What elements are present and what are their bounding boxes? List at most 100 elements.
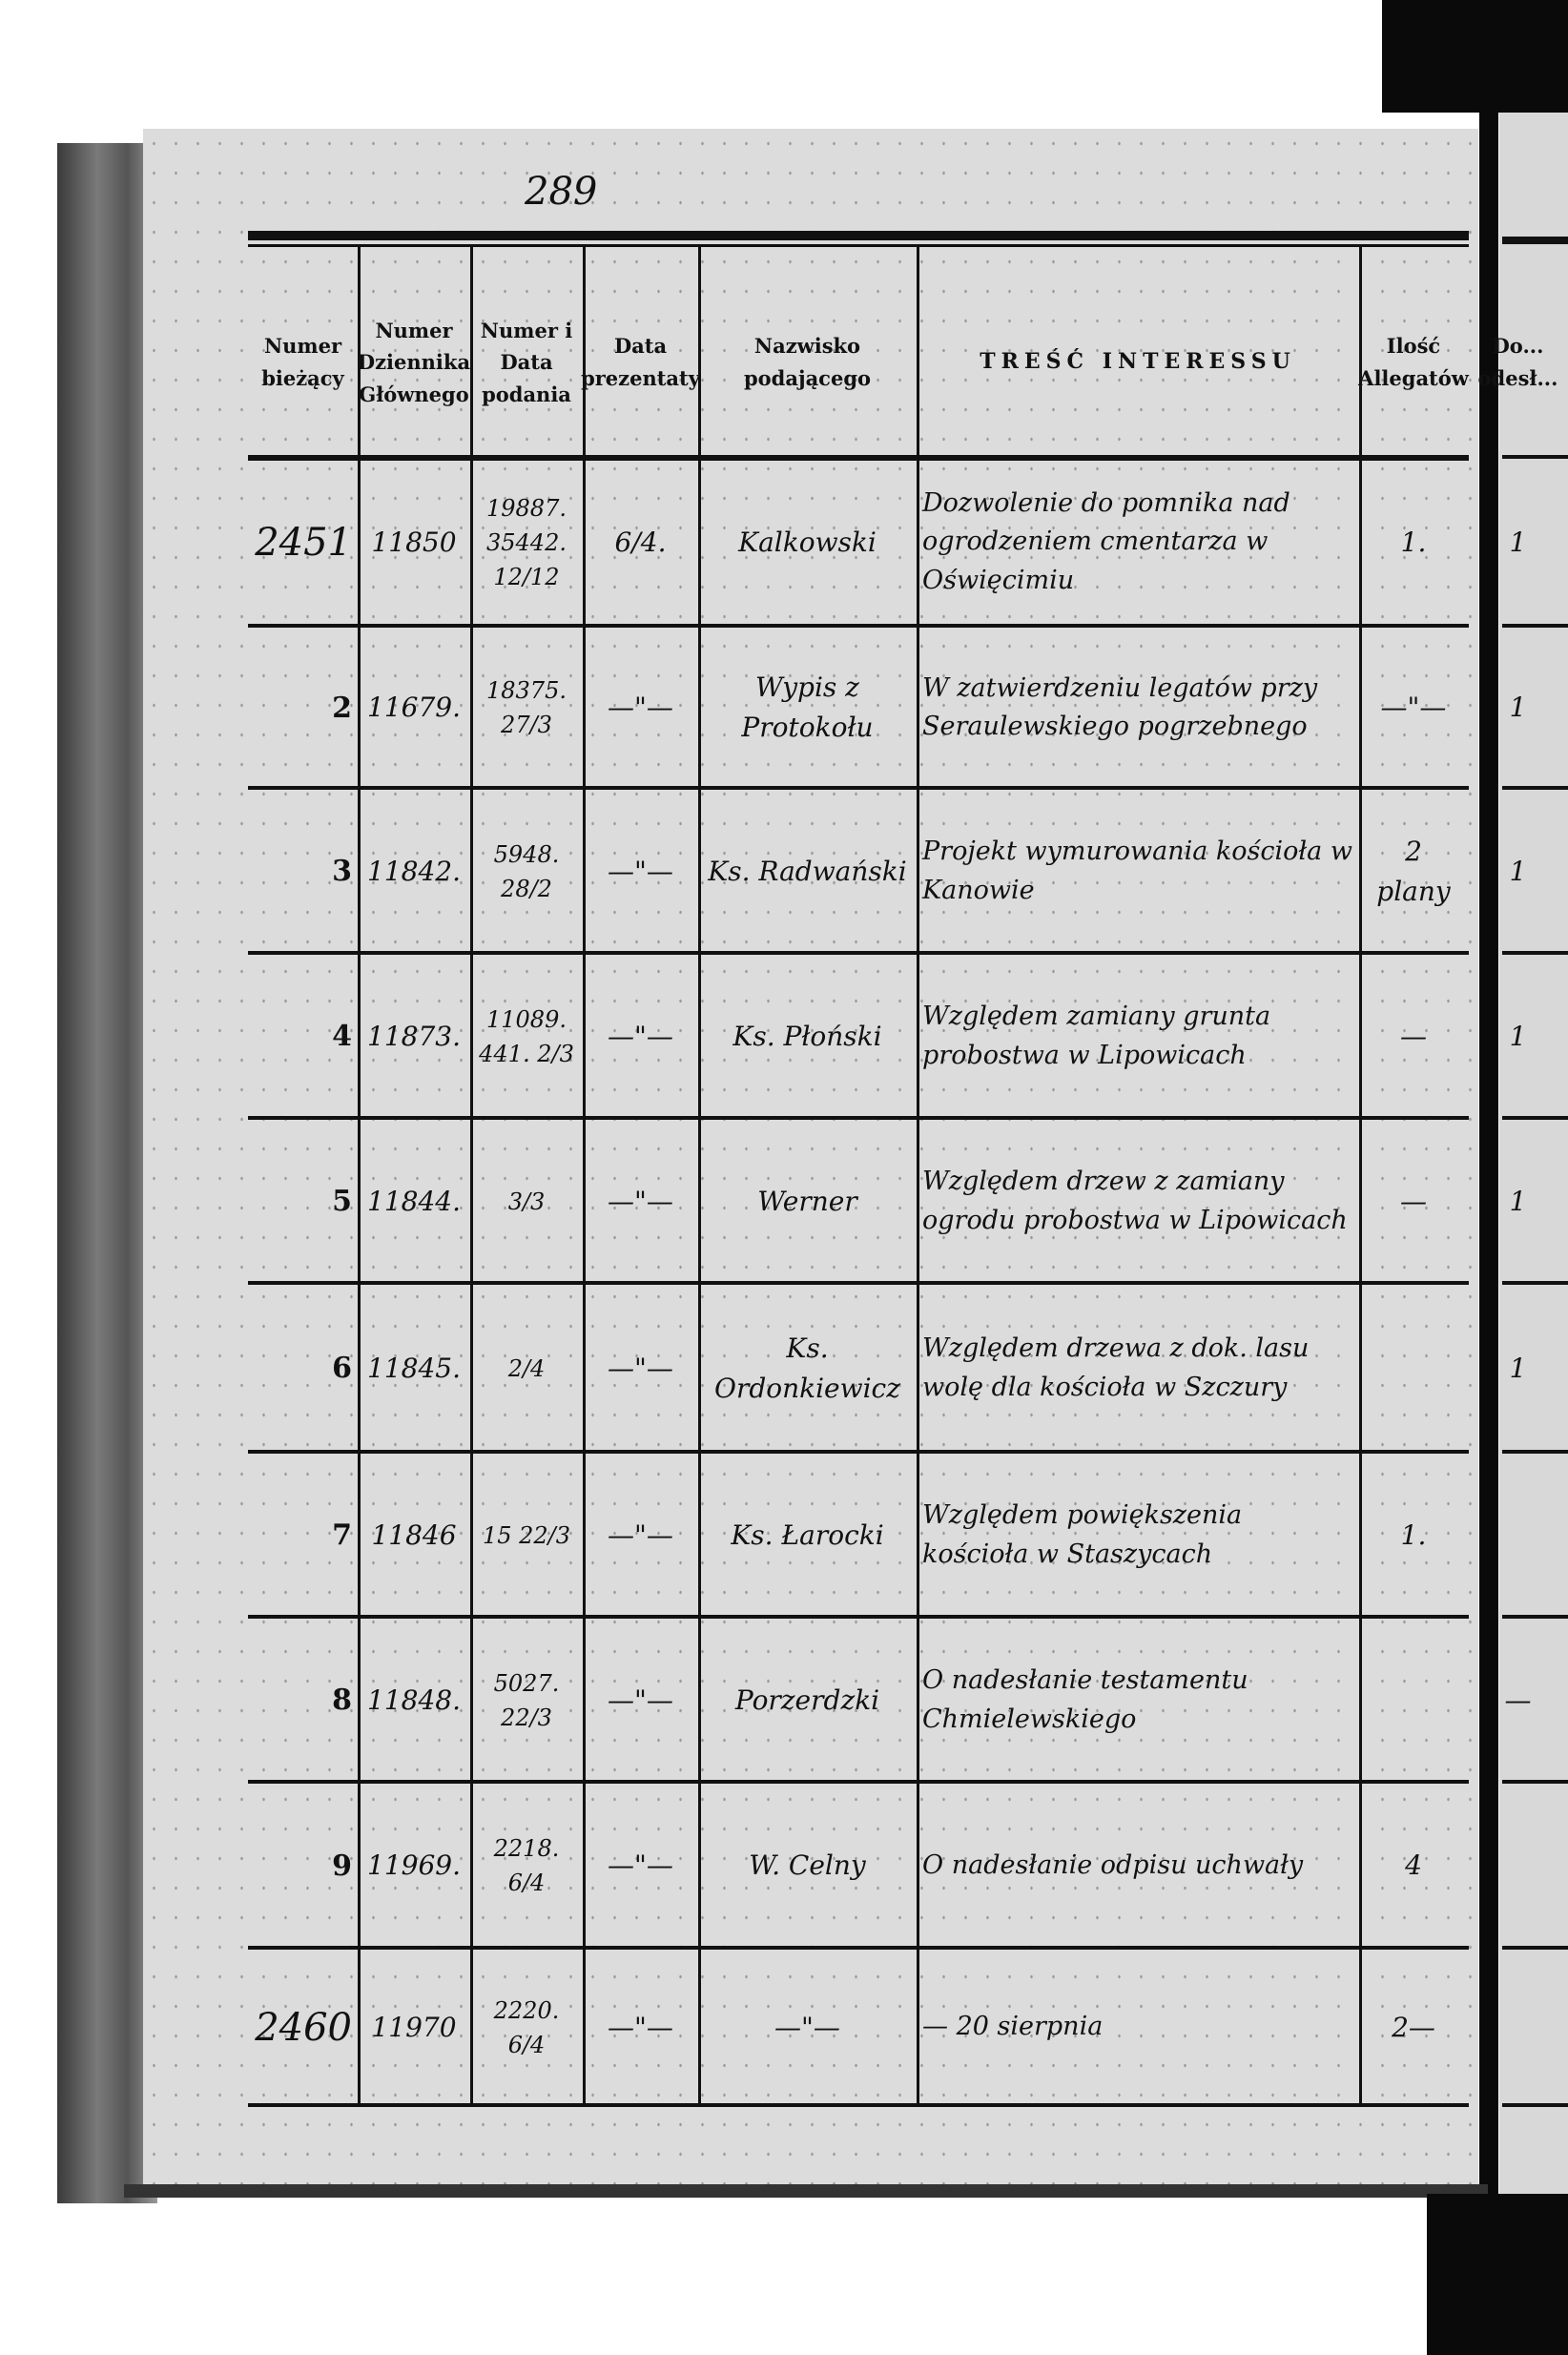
column-header: Numer i Data podania — [480, 318, 573, 406]
cell-numer: 2451 — [255, 520, 352, 565]
cell-allegata: 1. — [1400, 1518, 1427, 1551]
row-divider — [248, 1450, 1469, 1454]
top-rule-thin — [248, 244, 1469, 247]
facing-row-divider — [1502, 624, 1568, 628]
cell-prezentata: 6/4. — [614, 526, 667, 558]
facing-top-rule — [1502, 237, 1568, 244]
cell-prezentata: —"— — [608, 1518, 673, 1551]
cell-tresc: Względem powiększenia kościoła w Staszyc… — [922, 1500, 1243, 1569]
facing-row-divider — [1502, 1450, 1568, 1454]
header-bottom-rule — [248, 455, 1469, 461]
cell-dziennik: 11969. — [367, 1849, 461, 1881]
cell-nazwisko: —"— — [774, 2011, 840, 2043]
cell-tresc: Projekt wymurowania kościoła w Kanowie — [922, 837, 1352, 905]
cell-numer: 2 — [332, 691, 352, 725]
column-header: Ilość Allegatów — [1358, 334, 1469, 390]
cell-prezentata: —"— — [608, 1185, 673, 1217]
row-divider — [248, 1116, 1469, 1120]
cell-prezentata: —"— — [608, 1684, 673, 1716]
cell-dziennik: 11970 — [371, 2011, 457, 2043]
cell-dziennik: 11846 — [371, 1518, 457, 1551]
column-header: Numer Dziennika Głównego — [357, 318, 471, 406]
cell-nazwisko: W. Celny — [749, 1849, 866, 1881]
cell-numer: 6 — [332, 1352, 352, 1385]
cell-dziennik: 11842. — [367, 855, 461, 887]
cell-allegata: 1. — [1400, 526, 1427, 558]
cell-nazwisko: Kalkowski — [738, 526, 877, 558]
cell-dziennik: 11844. — [367, 1185, 461, 1217]
cell-tresc: — 20 sierpnia — [922, 2012, 1104, 2042]
row-divider — [248, 1615, 1469, 1619]
cell-podanie: 15 22/3 — [482, 1521, 571, 1549]
cell-dziennik: 11873. — [367, 1020, 461, 1052]
facing-page — [1499, 113, 1568, 2197]
cell-numer: 5 — [332, 1185, 352, 1218]
column-divider — [470, 244, 473, 2104]
cell-prezentata: —"— — [608, 1352, 673, 1384]
cell-nazwisko: Porzerdzki — [734, 1684, 880, 1716]
cell-numer: 7 — [332, 1518, 352, 1552]
facing-row-divider — [1502, 1281, 1568, 1285]
cell-allegata: — — [1400, 1185, 1427, 1217]
column-divider — [698, 244, 701, 2104]
facing-row-divider — [1502, 1780, 1568, 1784]
cell-odeslanie: — — [1504, 1684, 1532, 1716]
facing-row-divider — [1502, 1615, 1568, 1619]
cell-nazwisko: Wypis z Protokołu — [741, 671, 874, 743]
row-divider — [248, 951, 1469, 955]
cell-tresc: Dozwolenie do pomnika nad ogrodzeniem cm… — [922, 487, 1290, 595]
cell-tresc: W zatwierdzeniu legatów przy Seraulewski… — [922, 672, 1318, 742]
cell-odeslanie — [1474, 1457, 1562, 1613]
cell-podanie: 5948. 28/2 — [493, 840, 560, 902]
column-divider — [583, 244, 586, 2104]
row-divider — [248, 624, 1469, 628]
cell-podanie: 3/3 — [507, 1188, 546, 1215]
cell-allegata — [1365, 1289, 1462, 1448]
cell-prezentata: —"— — [608, 1020, 673, 1052]
cell-prezentata: —"— — [608, 855, 673, 887]
cell-dziennik: 11850 — [371, 526, 457, 558]
cell-dziennik: 11679. — [367, 692, 461, 723]
cell-podanie: 2220. 6/4 — [493, 1996, 560, 2058]
cell-allegata: 2— — [1392, 2011, 1435, 2043]
cell-tresc: Względem drzewa z dok. lasu wolę dla koś… — [922, 1333, 1310, 1402]
cell-nazwisko: Werner — [757, 1185, 857, 1217]
scan-border-top-right — [1382, 0, 1568, 113]
cell-odeslanie: 1 — [1509, 692, 1527, 723]
cell-tresc: Względem drzew z zamiany ogrodu probostw… — [922, 1167, 1348, 1235]
column-divider — [1359, 244, 1362, 2104]
column-header: Nazwisko podającego — [743, 334, 872, 390]
cell-podanie: 18375. 27/3 — [486, 677, 567, 738]
cell-numer: 4 — [332, 1020, 352, 1053]
facing-row-divider — [1502, 1946, 1568, 1950]
cell-prezentata: —"— — [608, 1849, 673, 1881]
cell-podanie: 19887. 35442. 12/12 — [486, 494, 567, 590]
cell-numer: 3 — [332, 855, 352, 888]
cell-odeslanie — [1474, 1953, 1562, 2101]
ledger-page — [143, 129, 1478, 2189]
cell-nazwisko: Ks. Płoński — [732, 1020, 882, 1052]
facing-row-divider — [1502, 786, 1568, 790]
column-divider — [358, 244, 361, 2104]
row-divider — [248, 1946, 1469, 1950]
cell-nazwisko: Ks. Radwański — [708, 855, 907, 887]
facing-row-divider — [1502, 455, 1568, 459]
column-header: Numer bieżący — [261, 334, 344, 390]
gutter — [1479, 113, 1498, 2201]
cell-podanie: 2218. 6/4 — [493, 1835, 560, 1896]
cell-tresc: O nadesłanie odpisu uchwały — [922, 1849, 1304, 1880]
cell-nazwisko: Ks. Łarocki — [731, 1518, 884, 1551]
cell-numer: 9 — [332, 1849, 352, 1883]
row-divider — [248, 786, 1469, 790]
cell-prezentata: —"— — [608, 2011, 673, 2043]
facing-row-divider — [1502, 2103, 1568, 2107]
cell-podanie: 11089. 441. 2/3 — [479, 1005, 574, 1067]
facing-row-divider — [1502, 951, 1568, 955]
page-number: 289 — [525, 170, 598, 214]
cell-odeslanie: 1 — [1509, 526, 1527, 558]
cell-podanie: 5027. 22/3 — [493, 1669, 560, 1731]
scan-border-bottom-right — [1427, 2194, 1568, 2355]
cell-odeslanie: 1 — [1509, 1020, 1527, 1052]
cell-dziennik: 11845. — [367, 1352, 461, 1384]
cell-podanie: 2/4 — [507, 1354, 546, 1382]
